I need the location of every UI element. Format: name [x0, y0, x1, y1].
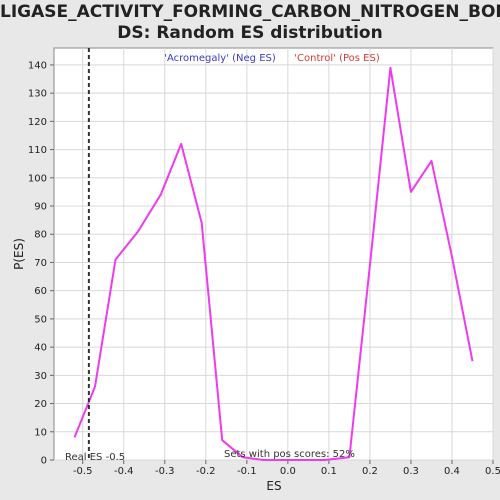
plot-area [53, 47, 494, 461]
axis-layer: 0 10 20 30 40 50 60 70 80 90 100 110 120 130 140 -0.5 -0… [28, 60, 500, 477]
y-tick-label: 30 [34, 371, 47, 382]
real-es-annotation: Real ES -0.5 [65, 452, 125, 463]
x-tick-label: -0.3 [155, 466, 175, 477]
x-tick-label: 0.5 [485, 466, 500, 477]
y-tick-label: 130 [28, 89, 47, 100]
x-tick-label: 0.2 [362, 466, 378, 477]
y-tick-label: 90 [34, 202, 47, 213]
y-tick-label: 140 [28, 60, 47, 71]
y-tick-label: 60 [34, 286, 47, 297]
x-tick-label: 0.1 [321, 466, 337, 477]
x-tick-label: -0.1 [237, 466, 257, 477]
x-tick-label: 0.4 [444, 466, 460, 477]
x-tick-label: 0.3 [403, 466, 419, 477]
data-layer [73, 48, 474, 461]
y-tick-label: 120 [28, 117, 47, 128]
grid-layer [54, 48, 494, 461]
chart-title-line-2: DS: Random ES distribution [117, 23, 383, 43]
chart-title-line-1: LIGASE_ACTIVITY_FORMING_CARBON_NITROGEN_… [0, 2, 500, 22]
y-tick-label: 70 [34, 258, 47, 269]
x-tick-label: -0.4 [114, 466, 134, 477]
y-tick-label: 110 [28, 145, 47, 156]
pos-scores-annotation: Sets with pos scores: 52% [224, 449, 355, 460]
chart-title: LIGASE_ACTIVITY_FORMING_CARBON_NITROGEN_… [0, 2, 500, 44]
y-tick-label: 80 [34, 230, 47, 241]
x-tick-label: 0.0 [280, 466, 296, 477]
y-axis-label: P(ES) [12, 238, 26, 270]
x-tick-label: -0.5 [73, 466, 93, 477]
y-tick-label: 100 [28, 173, 47, 184]
legend-neg-label: 'Acromegaly' (Neg ES) [164, 53, 276, 64]
x-tick-label: -0.2 [196, 466, 216, 477]
y-tick-label: 10 [34, 427, 47, 438]
y-tick-label: 50 [34, 314, 47, 325]
y-tick-label: 0 [41, 456, 47, 467]
y-tick-label: 20 [34, 399, 47, 410]
x-axis-label: ES [266, 479, 281, 493]
legend-pos-label: 'Control' (Pos ES) [294, 53, 380, 64]
y-tick-label: 40 [34, 343, 47, 354]
es-distribution-line [73, 66, 474, 461]
